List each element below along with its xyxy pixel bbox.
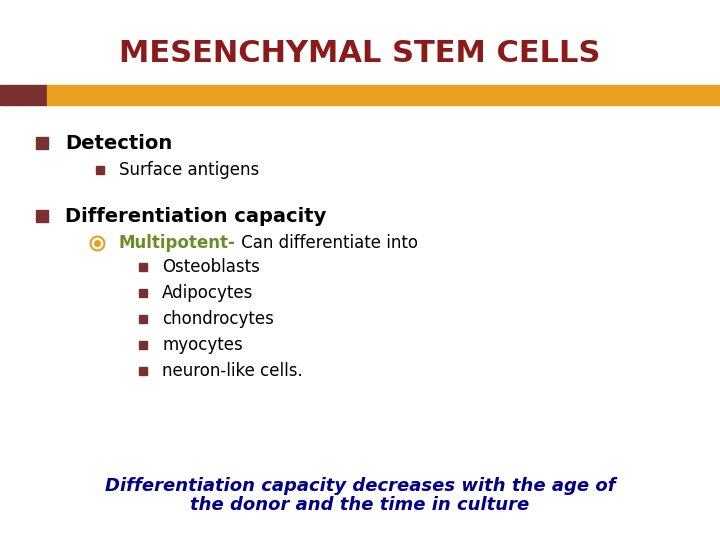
- Text: Detection: Detection: [65, 133, 172, 153]
- Text: the donor and the time in culture: the donor and the time in culture: [190, 496, 530, 514]
- Text: Differentiation capacity decreases with the age of: Differentiation capacity decreases with …: [104, 477, 616, 495]
- Text: Surface antigens: Surface antigens: [119, 161, 259, 179]
- Text: myocytes: myocytes: [162, 336, 243, 354]
- Text: Can differentiate into: Can differentiate into: [235, 234, 418, 252]
- Text: Adipocytes: Adipocytes: [162, 284, 253, 302]
- Text: neuron-like cells.: neuron-like cells.: [162, 362, 302, 380]
- Text: Differentiation capacity: Differentiation capacity: [65, 206, 326, 226]
- Bar: [47, 85, 720, 105]
- Bar: [0, 85, 47, 105]
- Text: Osteoblasts: Osteoblasts: [162, 258, 260, 276]
- Text: Multipotent-: Multipotent-: [119, 234, 235, 252]
- Text: chondrocytes: chondrocytes: [162, 310, 274, 328]
- Text: MESENCHYMAL STEM CELLS: MESENCHYMAL STEM CELLS: [120, 39, 600, 69]
